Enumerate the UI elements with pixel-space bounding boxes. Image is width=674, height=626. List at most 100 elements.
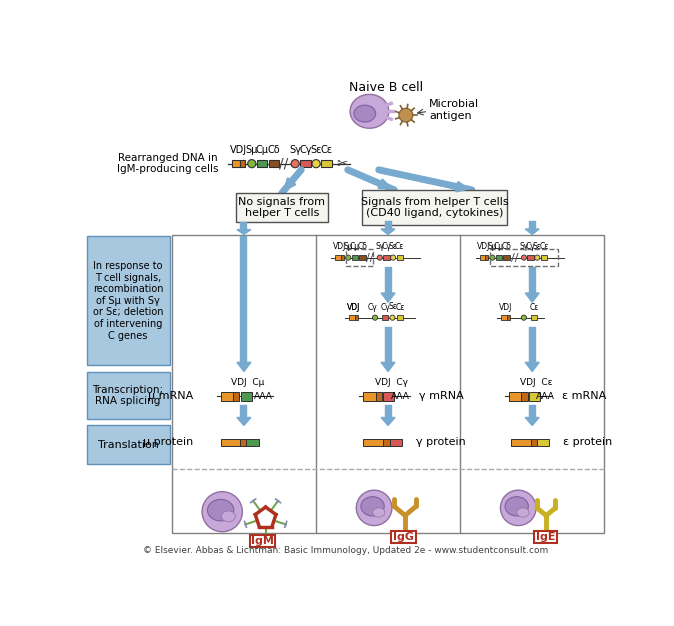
Text: Translation: Translation <box>98 439 158 449</box>
Bar <box>241 236 247 362</box>
Ellipse shape <box>222 511 235 521</box>
Bar <box>385 406 392 418</box>
Bar <box>384 392 394 401</box>
Text: VDJ  Cγ: VDJ Cγ <box>375 378 408 387</box>
Text: Sμ: Sμ <box>344 242 353 251</box>
Bar <box>385 267 392 293</box>
Text: No signals from
helper T cells: No signals from helper T cells <box>239 197 326 218</box>
Text: VDJ: VDJ <box>347 302 361 312</box>
Bar <box>501 316 507 320</box>
Bar <box>269 160 279 167</box>
Ellipse shape <box>361 496 384 516</box>
Bar <box>537 439 549 446</box>
Text: Cγ: Cγ <box>380 302 390 312</box>
Circle shape <box>390 315 395 321</box>
Text: Cε: Cε <box>529 302 539 312</box>
Circle shape <box>490 255 495 260</box>
Text: γ protein: γ protein <box>416 438 466 448</box>
Circle shape <box>291 160 299 168</box>
Bar <box>241 392 251 401</box>
Text: IgG: IgG <box>393 532 414 542</box>
Polygon shape <box>525 418 539 426</box>
Text: AAA: AAA <box>536 392 555 401</box>
Circle shape <box>521 315 526 321</box>
Ellipse shape <box>350 95 389 128</box>
Text: μ protein: μ protein <box>144 438 193 448</box>
Bar <box>522 392 528 401</box>
Bar <box>233 392 239 401</box>
Text: VDJ: VDJ <box>477 242 491 252</box>
Circle shape <box>312 160 320 168</box>
Bar <box>396 316 403 320</box>
Text: Sε: Sε <box>533 242 542 251</box>
Text: Cγ: Cγ <box>367 302 377 312</box>
Bar <box>541 255 547 260</box>
Bar <box>231 160 240 167</box>
Text: Cγ: Cγ <box>299 145 312 155</box>
Text: //: // <box>367 253 374 263</box>
Text: Rearranged DNA in
IgM-producing cells: Rearranged DNA in IgM-producing cells <box>117 153 218 175</box>
Bar <box>336 255 341 260</box>
Ellipse shape <box>500 490 536 526</box>
Bar <box>172 235 605 533</box>
Circle shape <box>390 255 396 260</box>
Text: Cε: Cε <box>321 145 333 155</box>
Bar <box>355 316 358 320</box>
Polygon shape <box>237 362 251 372</box>
Text: VDJ  Cε: VDJ Cε <box>520 378 553 387</box>
Bar <box>240 439 246 446</box>
Text: Cε: Cε <box>395 242 404 252</box>
Circle shape <box>534 255 540 260</box>
Text: © Elsevier. Abbas & Lichtman: Basic Immunology, Updated 2e - www.studentconsult.: © Elsevier. Abbas & Lichtman: Basic Immu… <box>143 546 548 555</box>
Polygon shape <box>381 362 395 372</box>
Bar <box>529 392 540 401</box>
Bar <box>363 439 384 446</box>
Bar <box>391 531 416 543</box>
Text: Sμ: Sμ <box>487 242 497 251</box>
Bar <box>479 255 485 260</box>
Text: Sγ: Sγ <box>519 242 528 251</box>
Text: ε mRNA: ε mRNA <box>561 391 606 401</box>
Polygon shape <box>237 230 251 235</box>
Bar <box>530 316 537 320</box>
Ellipse shape <box>202 491 243 531</box>
Ellipse shape <box>354 105 375 122</box>
Circle shape <box>399 108 413 122</box>
Ellipse shape <box>208 500 234 521</box>
Bar <box>250 535 275 547</box>
Bar <box>496 255 502 260</box>
Text: γ mRNA: γ mRNA <box>419 391 464 401</box>
Bar <box>490 249 558 266</box>
Bar <box>257 160 268 167</box>
Bar <box>236 193 328 222</box>
Circle shape <box>248 160 256 168</box>
Text: Cδ: Cδ <box>357 242 367 252</box>
Bar <box>485 255 488 260</box>
Text: Microbial
antigen: Microbial antigen <box>429 99 479 121</box>
Text: Cμ: Cμ <box>350 242 360 252</box>
Text: μ mRNA: μ mRNA <box>148 391 193 401</box>
Bar <box>396 255 403 260</box>
Text: Cμ: Cμ <box>494 242 504 252</box>
Polygon shape <box>525 362 539 372</box>
Text: In response to
T cell signals,
recombination
of Sμ with Sγ
or Sε; deletion
of in: In response to T cell signals, recombina… <box>93 261 163 341</box>
Text: VDJ: VDJ <box>333 242 346 252</box>
Bar <box>528 220 536 229</box>
Bar <box>528 327 536 362</box>
Bar <box>534 531 557 543</box>
Ellipse shape <box>517 508 529 517</box>
Text: Signals from helper T cells
(CD40 ligand, cytokines): Signals from helper T cells (CD40 ligand… <box>361 197 508 218</box>
Bar <box>86 236 169 366</box>
Bar <box>363 392 375 401</box>
Polygon shape <box>381 229 395 235</box>
Bar <box>86 426 169 464</box>
Bar <box>390 439 402 446</box>
Text: Cγ: Cγ <box>526 242 535 252</box>
Text: IgM: IgM <box>251 536 274 546</box>
Text: Sμ: Sμ <box>245 145 258 155</box>
Bar <box>530 439 537 446</box>
Text: Cμ: Cμ <box>255 145 269 155</box>
Polygon shape <box>237 418 251 426</box>
Bar <box>346 249 373 266</box>
Bar <box>240 160 245 167</box>
